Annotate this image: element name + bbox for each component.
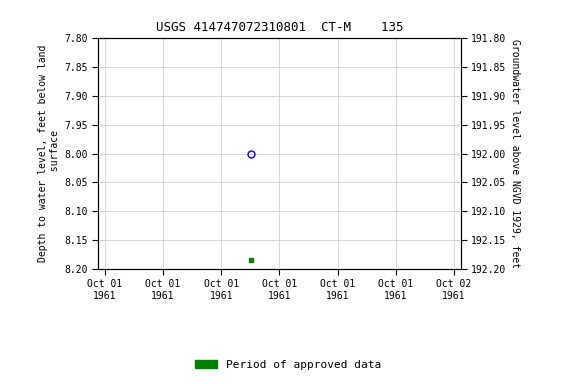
Title: USGS 414747072310801  CT-M    135: USGS 414747072310801 CT-M 135 [156, 22, 403, 35]
Y-axis label: Groundwater level above NGVD 1929, feet: Groundwater level above NGVD 1929, feet [510, 39, 520, 268]
Legend: Period of approved data: Period of approved data [191, 356, 385, 375]
Y-axis label: Depth to water level, feet below land
 surface: Depth to water level, feet below land su… [38, 45, 60, 262]
